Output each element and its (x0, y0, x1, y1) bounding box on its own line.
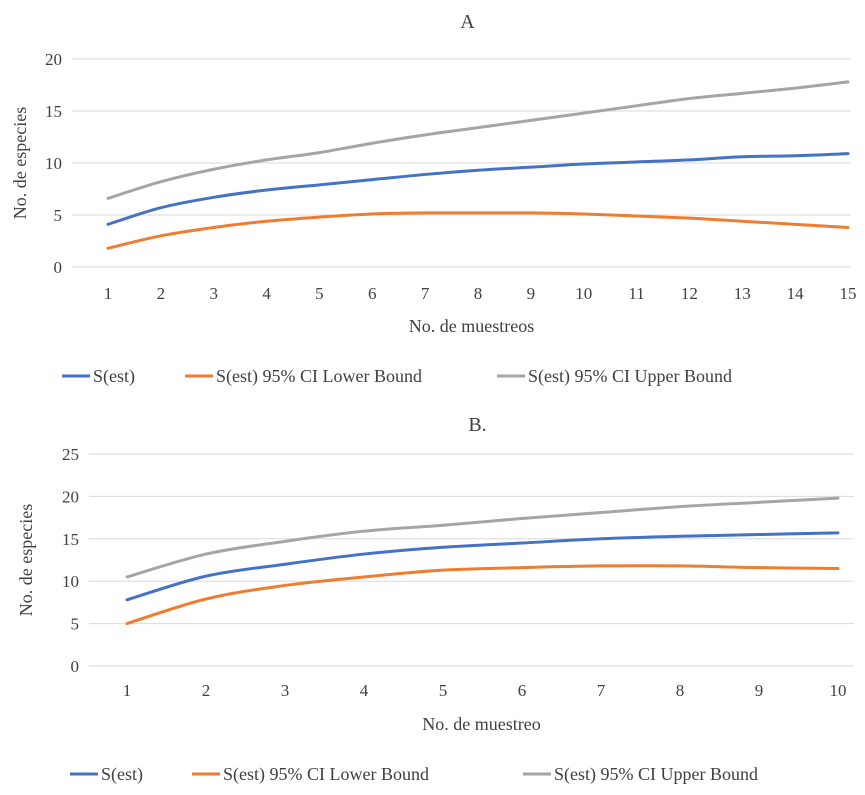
b-series-line-2 (125, 496, 840, 579)
a-x-tick-label: 8 (474, 284, 483, 303)
a-y-axis-label: No. de especies (10, 107, 30, 219)
a-x-tick-label: 4 (262, 284, 271, 303)
a-y-tick-label: 20 (45, 50, 62, 69)
b-y-tick-label: 5 (71, 615, 80, 634)
a-chart-title: A (460, 11, 475, 33)
a-x-tick-label: 13 (734, 284, 751, 303)
a-series-line-1 (106, 211, 850, 250)
a-series-line-2 (106, 80, 850, 200)
b-x-tick-label: 8 (676, 681, 685, 700)
b-x-axis-label: No. de muestreo (422, 714, 540, 734)
b-x-tick-label: 7 (597, 681, 606, 700)
a-x-tick-label: 11 (628, 284, 644, 303)
a-series-line-0 (106, 152, 850, 226)
a-x-tick-label: 7 (421, 284, 430, 303)
b-y-tick-label: 20 (62, 487, 79, 506)
b-x-tick-label: 10 (830, 681, 847, 700)
b-y-axis-label: No. de especies (16, 504, 36, 616)
a-y-tick-label: 10 (45, 154, 62, 173)
a-y-tick-label: 0 (54, 258, 63, 277)
b-legend-label-1: S(est) 95% CI Lower Bound (223, 764, 429, 785)
a-x-tick-label: 6 (368, 284, 377, 303)
chart-b: 0 5 10 15 20 25 1 2 3 4 5 6 7 8 9 10 B. No. de muestreo No… (16, 414, 854, 785)
b-x-tick-label: 2 (202, 681, 211, 700)
b-x-tick-label: 6 (518, 681, 527, 700)
b-y-tick-label: 15 (62, 530, 79, 549)
b-x-tick-label: 1 (123, 681, 132, 700)
a-x-tick-label: 15 (840, 284, 857, 303)
a-legend-label-0: S(est) (93, 366, 135, 387)
a-x-tick-label: 1 (104, 284, 113, 303)
b-y-tick-label: 0 (71, 657, 80, 676)
b-x-tick-label: 9 (755, 681, 764, 700)
a-y-tick-label: 5 (54, 206, 63, 225)
b-legend-label-0: S(est) (101, 764, 143, 785)
b-legend-label-2: S(est) 95% CI Upper Bound (554, 764, 758, 785)
a-x-tick-label: 12 (681, 284, 698, 303)
b-x-tick-label: 5 (439, 681, 448, 700)
b-x-tick-label: 3 (281, 681, 290, 700)
b-series-line-1 (125, 564, 840, 626)
a-x-tick-label: 9 (527, 284, 536, 303)
a-x-tick-label: 14 (787, 284, 805, 303)
b-series-line-0 (125, 531, 840, 602)
b-x-tick-label: 4 (360, 681, 369, 700)
a-x-axis-label: No. de muestreos (409, 316, 534, 336)
a-x-tick-label: 5 (315, 284, 324, 303)
a-y-tick-label: 15 (45, 102, 62, 121)
a-x-tick-label: 2 (157, 284, 166, 303)
b-y-tick-label: 10 (62, 572, 79, 591)
a-x-tick-label: 10 (575, 284, 592, 303)
a-legend-label-1: S(est) 95% CI Lower Bound (216, 366, 422, 387)
a-legend-label-2: S(est) 95% CI Upper Bound (528, 366, 732, 387)
b-y-tick-label: 25 (62, 445, 79, 464)
b-chart-title: B. (468, 414, 486, 436)
a-x-tick-label: 3 (209, 284, 218, 303)
